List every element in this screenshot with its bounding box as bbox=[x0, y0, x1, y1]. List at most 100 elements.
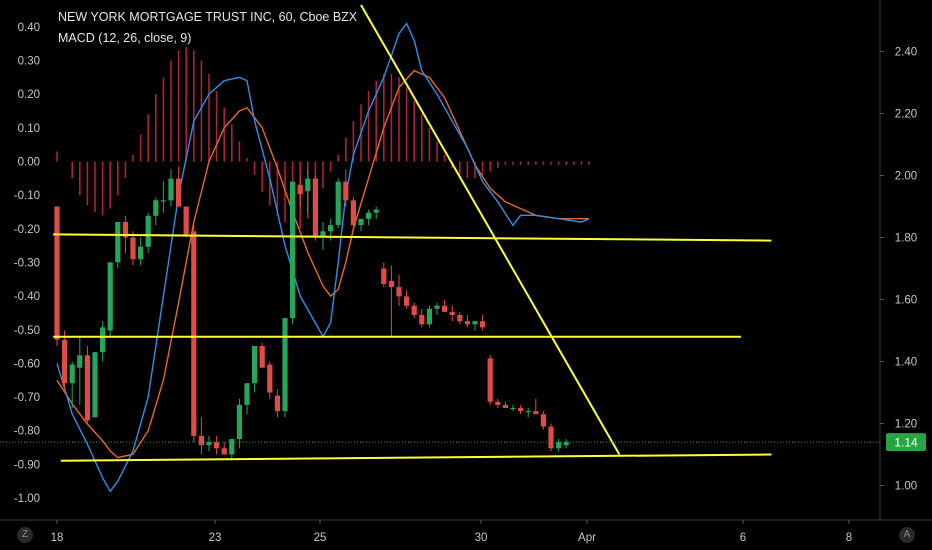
candle-body bbox=[472, 321, 478, 325]
macd-tick-label: -0.10 bbox=[14, 190, 40, 202]
candle-body bbox=[122, 222, 128, 238]
time-tick-label: 18 bbox=[51, 532, 64, 544]
candle-body bbox=[548, 426, 554, 449]
candle-body bbox=[153, 200, 159, 216]
trendline bbox=[60, 453, 772, 462]
indicator-legend: MACD (12, 26, close, 9) bbox=[58, 31, 192, 45]
macd-tick-label: -0.80 bbox=[14, 426, 40, 438]
candle-body bbox=[426, 308, 432, 325]
candle-body bbox=[297, 184, 303, 195]
candle-body bbox=[290, 181, 296, 319]
candle-body bbox=[434, 305, 440, 309]
candle-body bbox=[244, 383, 250, 405]
candle-body bbox=[62, 339, 68, 384]
candle-body bbox=[396, 287, 402, 297]
macd-tick-label: -0.90 bbox=[14, 459, 40, 471]
time-tick-label: 6 bbox=[740, 532, 746, 544]
candle-body bbox=[267, 364, 273, 393]
candle-body bbox=[404, 296, 410, 306]
candle-body bbox=[282, 318, 288, 412]
price-tick-label: 1.80 bbox=[895, 233, 917, 245]
macd-tick-label: -0.20 bbox=[14, 224, 40, 236]
candle-body bbox=[388, 280, 394, 288]
candle-body bbox=[221, 448, 227, 455]
candle-body bbox=[160, 200, 166, 202]
candle-body bbox=[457, 315, 463, 322]
candle-body bbox=[381, 268, 387, 284]
candle-body bbox=[214, 442, 220, 449]
candle-body bbox=[419, 315, 425, 325]
macd-tick-label: -0.30 bbox=[14, 257, 40, 269]
price-tick-label: 1.00 bbox=[895, 481, 917, 493]
candle-body bbox=[92, 352, 98, 418]
candle-body bbox=[328, 225, 334, 232]
candle-body bbox=[54, 206, 60, 340]
time-tick-label: 8 bbox=[846, 532, 852, 544]
candle-body bbox=[480, 321, 486, 328]
price-tick-label: 1.20 bbox=[895, 419, 917, 431]
macd-tick-label: -0.70 bbox=[14, 392, 40, 404]
candle-body bbox=[525, 411, 531, 413]
candle-body bbox=[350, 200, 356, 226]
macd-tick-label: -0.50 bbox=[14, 325, 40, 337]
candle-body bbox=[145, 215, 151, 247]
timezone-button[interactable]: Z bbox=[17, 527, 33, 543]
price-tick-label: 2.40 bbox=[895, 47, 917, 59]
candle-body bbox=[487, 358, 493, 402]
macd-line bbox=[56, 22, 590, 493]
candle-body bbox=[77, 355, 83, 368]
price-tag-label: 1.14 bbox=[894, 436, 918, 450]
candle-body bbox=[198, 435, 204, 446]
price-tick-label: 1.60 bbox=[895, 295, 917, 307]
time-tick-label: Apr bbox=[578, 532, 596, 544]
macd-tick-label: 0.10 bbox=[18, 123, 40, 135]
trendline bbox=[360, 4, 621, 455]
candle-body bbox=[115, 222, 121, 263]
candle-body bbox=[183, 206, 189, 235]
auto-scale-button[interactable]: A bbox=[899, 527, 915, 543]
macd-tick-label: -0.40 bbox=[14, 291, 40, 303]
time-tick-label: 30 bbox=[475, 532, 488, 544]
candle-body bbox=[69, 364, 75, 384]
candle-body bbox=[100, 327, 106, 353]
trendline bbox=[53, 233, 772, 242]
macd-histogram bbox=[56, 47, 590, 229]
candle-body bbox=[312, 178, 318, 238]
trendlines bbox=[53, 4, 772, 462]
candle-body bbox=[130, 237, 136, 260]
candle-body bbox=[510, 408, 516, 410]
macd-tick-label: 0.00 bbox=[18, 157, 40, 169]
candle-body bbox=[84, 355, 90, 421]
candle-body bbox=[274, 395, 280, 412]
price-candles bbox=[54, 166, 569, 461]
candle-body bbox=[107, 262, 113, 331]
candle-body bbox=[320, 231, 326, 238]
candle-body bbox=[229, 439, 235, 455]
candle-body bbox=[495, 401, 501, 405]
macd-tick-label: 0.40 bbox=[18, 22, 40, 34]
candle-body bbox=[449, 311, 455, 315]
candle-body bbox=[252, 346, 258, 384]
macd-lines bbox=[56, 22, 590, 493]
price-tag bbox=[886, 433, 926, 452]
candle-body bbox=[305, 178, 311, 191]
candle-body bbox=[366, 212, 372, 219]
candle-body bbox=[464, 321, 470, 325]
macd-tick-label: -0.60 bbox=[14, 358, 40, 370]
macd-tick-label: 0.20 bbox=[18, 89, 40, 101]
candle-body bbox=[563, 442, 569, 446]
candle-body bbox=[335, 181, 341, 226]
candle-body bbox=[138, 246, 144, 260]
candle-body bbox=[168, 178, 174, 201]
price-tick-label: 1.40 bbox=[895, 357, 917, 369]
macd-tick-label: -1.00 bbox=[14, 493, 40, 505]
candle-body bbox=[373, 209, 379, 213]
candle-body bbox=[191, 231, 197, 436]
candle-body bbox=[540, 414, 546, 427]
candle-body bbox=[442, 305, 448, 312]
chart-title: NEW YORK MORTGAGE TRUST INC, 60, Cboe BZ… bbox=[58, 10, 358, 24]
time-tick-label: 25 bbox=[314, 532, 327, 544]
candle-body bbox=[236, 404, 242, 439]
